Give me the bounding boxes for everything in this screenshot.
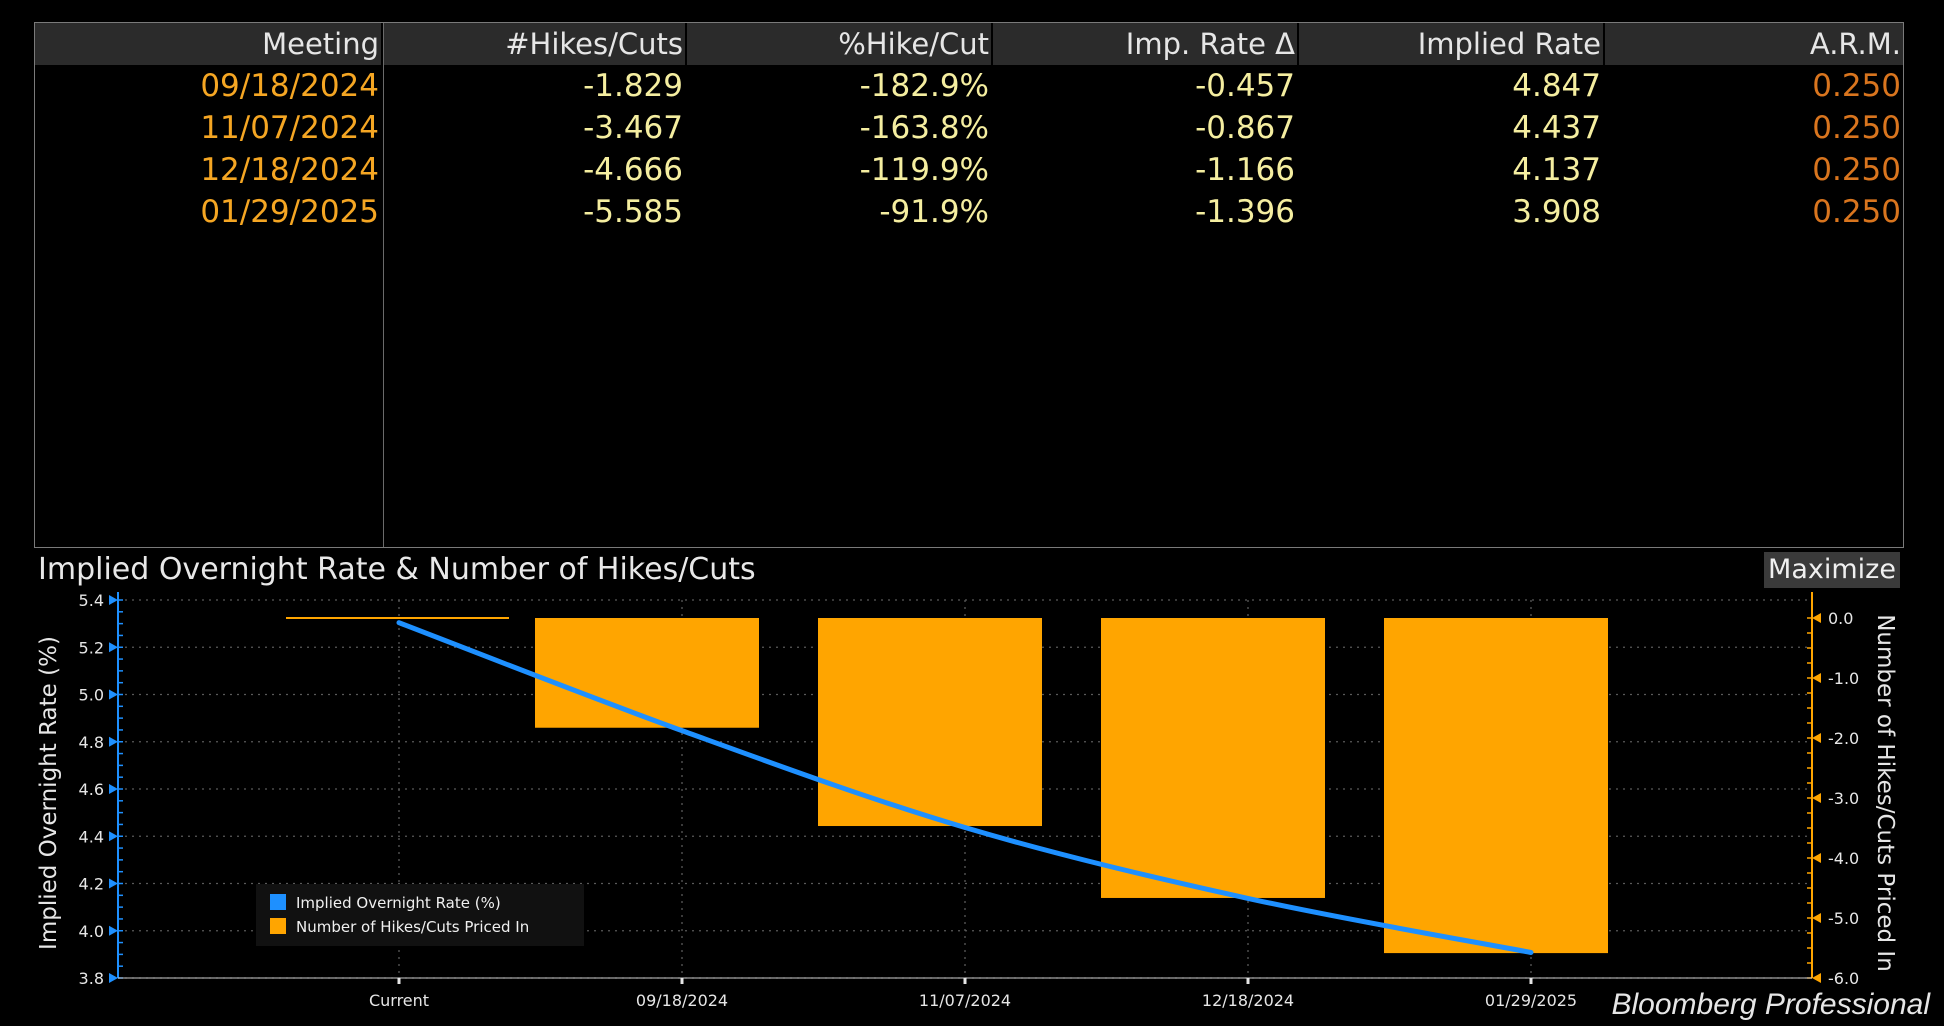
right-tick-label: -6.0	[1828, 969, 1859, 988]
right-tick-marker	[1812, 913, 1821, 923]
left-tick-label: 4.4	[79, 827, 104, 846]
implied-rate-value: 4.847	[1512, 68, 1601, 104]
right-tick-marker	[1812, 973, 1821, 983]
implied-rate-line	[396, 620, 1534, 955]
chart-title: Implied Overnight Rate & Number of Hikes…	[38, 552, 756, 587]
pct-hike-cut-value: -119.9%	[859, 152, 989, 188]
hikes-cuts-bars	[535, 618, 1608, 954]
header-pct-hike-cut[interactable]: %Hike/Cut	[838, 27, 989, 61]
pct-hike-cut-value: -182.9%	[859, 68, 989, 104]
left-tick-marker	[109, 784, 118, 794]
hikes-cuts-value: -4.666	[583, 152, 683, 188]
meeting-date: 12/18/2024	[200, 152, 379, 188]
legend-swatch	[270, 918, 286, 934]
left-tick-marker	[109, 973, 118, 983]
legend-swatch	[270, 894, 286, 910]
left-tick-marker	[109, 595, 118, 605]
maximize-button[interactable]: Maximize	[1764, 552, 1900, 588]
x-tick-label: Current	[369, 991, 429, 1010]
table-row[interactable]: 01/29/2025 -5.585 -91.9% -1.396 3.908 0.…	[35, 191, 1903, 233]
right-tick-marker	[1812, 793, 1821, 803]
left-tick-label: 5.0	[79, 686, 104, 705]
left-tick-label: 5.2	[79, 638, 104, 657]
left-tick-label: 4.8	[79, 733, 104, 752]
left-tick-marker	[109, 689, 118, 700]
chart-grid	[118, 599, 1808, 979]
legend-label: Implied Overnight Rate (%)	[296, 894, 501, 912]
left-tick-marker	[109, 878, 118, 889]
meeting-table: Meeting #Hikes/Cuts %Hike/Cut Imp. Rate …	[34, 22, 1904, 548]
left-axis-title: Implied Overnight Rate (%)	[36, 636, 62, 950]
header-meeting[interactable]: Meeting	[262, 27, 379, 61]
pct-hike-cut-value: -91.9%	[879, 194, 989, 230]
left-tick-label: 4.6	[79, 780, 104, 799]
right-tick-label: 0.0	[1828, 609, 1853, 628]
right-tick-label: -5.0	[1828, 909, 1859, 928]
left-tick-label: 4.2	[79, 875, 104, 894]
header-implied-rate[interactable]: Implied Rate	[1417, 27, 1601, 61]
left-tick-label: 5.4	[79, 591, 104, 610]
right-tick-label: -2.0	[1828, 729, 1859, 748]
implied-rate-value: 3.908	[1512, 194, 1601, 230]
right-tick-label: -1.0	[1828, 669, 1859, 688]
chart-axes: 5.4 5.2 5.0 4.8 4.6 4.4 4.2 4.0 3.8 0.0 -1.0 -2.0 -3…	[36, 591, 1898, 1010]
x-tick-label: 09/18/2024	[636, 991, 728, 1010]
left-tick-marker	[109, 925, 118, 936]
implied-rate-value: 4.437	[1512, 110, 1601, 146]
header-imp-rate-delta[interactable]: Imp. Rate Δ	[1125, 27, 1295, 61]
legend-label: Number of Hikes/Cuts Priced In	[296, 918, 529, 936]
right-tick-marker	[1812, 733, 1821, 743]
x-tick-label: 01/29/2025	[1485, 991, 1577, 1010]
x-tick-label: 12/18/2024	[1202, 991, 1294, 1010]
x-tick-label: 11/07/2024	[919, 991, 1011, 1010]
chart-legend: Implied Overnight Rate (%) Number of Hike…	[256, 884, 584, 946]
imp-rate-delta-value: -0.867	[1195, 110, 1295, 146]
imp-rate-delta-value: -0.457	[1195, 68, 1295, 104]
implied-rate-value: 4.137	[1512, 152, 1601, 188]
table-row[interactable]: 12/18/2024 -4.666 -119.9% -1.166 4.137 0…	[35, 149, 1903, 191]
table-header: Meeting #Hikes/Cuts %Hike/Cut Imp. Rate …	[35, 23, 1903, 65]
arm-value: 0.250	[1812, 152, 1901, 188]
left-tick-marker	[109, 642, 118, 653]
meeting-date: 01/29/2025	[200, 194, 379, 230]
right-tick-label: -4.0	[1828, 849, 1859, 868]
right-tick-marker	[1812, 613, 1821, 623]
left-tick-marker	[109, 736, 118, 747]
hikes-cuts-value: -5.585	[583, 194, 683, 230]
hikes-cuts-value: -3.467	[583, 110, 683, 146]
implied-rate-line-path	[396, 620, 1534, 955]
hikes-cuts-bar	[1101, 618, 1325, 898]
table-row[interactable]: 11/07/2024 -3.467 -163.8% -0.867 4.437 0…	[35, 107, 1903, 149]
table-row[interactable]: 09/18/2024 -1.829 -182.9% -0.457 4.847 0…	[35, 65, 1903, 107]
right-tick-marker	[1812, 853, 1821, 863]
right-axis-title: Number of Hikes/Cuts Priced In	[1872, 614, 1898, 972]
bloomberg-professional-logo: Bloomberg Professional	[1611, 988, 1930, 1021]
arm-value: 0.250	[1812, 194, 1901, 230]
arm-value: 0.250	[1812, 110, 1901, 146]
imp-rate-delta-value: -1.166	[1195, 152, 1295, 188]
legend-box	[256, 884, 584, 946]
hikes-cuts-bar	[1384, 618, 1608, 954]
left-tick-label: 4.0	[79, 922, 104, 941]
left-tick-marker	[109, 831, 118, 842]
imp-rate-delta-value: -1.396	[1195, 194, 1295, 230]
hikes-cuts-bar	[535, 618, 759, 728]
meeting-date: 11/07/2024	[200, 110, 379, 146]
hikes-cuts-value: -1.829	[583, 68, 683, 104]
hikes-cuts-bar	[818, 618, 1042, 827]
left-tick-label: 3.8	[79, 969, 104, 988]
header-hikes-cuts[interactable]: #Hikes/Cuts	[505, 27, 683, 61]
meeting-date: 09/18/2024	[200, 68, 379, 104]
pct-hike-cut-value: -163.8%	[859, 110, 989, 146]
header-arm[interactable]: A.R.M.	[1809, 27, 1901, 61]
right-tick-label: -3.0	[1828, 789, 1859, 808]
right-tick-marker	[1812, 673, 1821, 683]
arm-value: 0.250	[1812, 68, 1901, 104]
